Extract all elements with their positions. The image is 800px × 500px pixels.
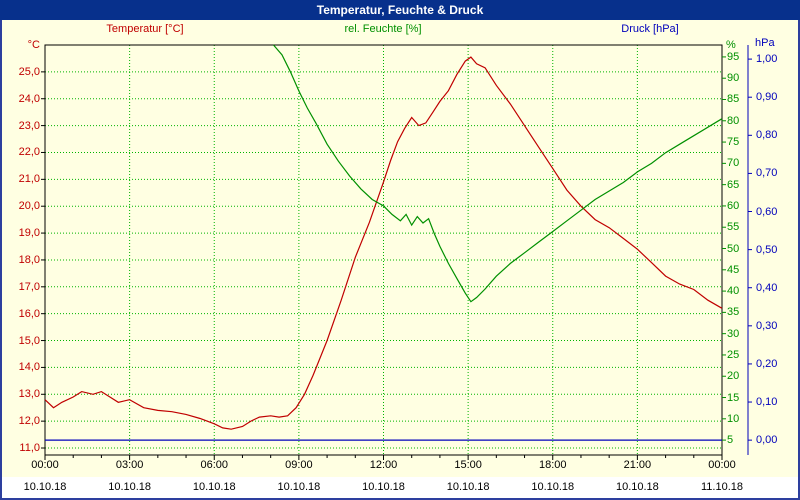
legend-pressure: Druck [hPa]	[621, 23, 679, 35]
humidity-tick-label: 70	[727, 157, 740, 170]
pressure-tick-label: 1,00	[756, 53, 778, 66]
date-tick-label: 10.10.18	[615, 481, 659, 493]
date-tick-label: 10.10.18	[362, 481, 405, 493]
temperature-tick-label: 11,0	[19, 442, 40, 454]
time-tick-label: 09:00	[285, 459, 313, 471]
time-tick-label: 15:00	[454, 459, 482, 471]
pressure-tick-label: 0,70	[756, 167, 778, 180]
temperature-tick-label: 15,0	[18, 334, 40, 347]
temperature-tick-label: 24,0	[18, 92, 40, 105]
humidity-tick-label: 20	[727, 370, 740, 383]
humidity-tick-label: 65	[727, 178, 740, 191]
date-tick-label: 10.10.18	[277, 481, 321, 493]
pressure-tick-label: 0,60	[756, 205, 778, 218]
date-tick-label: 10.10.18	[531, 481, 575, 493]
humidity-axis-unit: %	[726, 39, 736, 51]
time-tick-label: 00:00	[31, 459, 59, 471]
humidity-tick-label: 55	[727, 221, 740, 234]
temperature-tick-label: 19,0	[18, 227, 40, 240]
time-tick-label: 21:00	[623, 459, 652, 471]
temperature-tick-label: 13,0	[18, 388, 40, 401]
humidity-tick-label: 80	[727, 114, 740, 127]
temperature-tick-label: 16,0	[18, 307, 40, 320]
time-tick-label: 06:00	[200, 459, 229, 471]
humidity-tick-label: 50	[727, 242, 740, 255]
humidity-tick-label: 75	[727, 136, 740, 149]
temperature-axis-unit: °C	[27, 39, 40, 51]
series-humidity	[273, 44, 723, 303]
temperature-tick-label: 20,0	[18, 200, 40, 213]
date-tick-label: 10.10.18	[23, 481, 67, 493]
temperature-tick-label: 22,0	[18, 146, 40, 159]
date-tick-label: 10.10.18	[192, 481, 236, 493]
temperature-tick-label: 25,0	[18, 65, 40, 78]
humidity-tick-label: 45	[727, 263, 740, 276]
pressure-tick-label: 0,20	[756, 357, 778, 370]
temperature-tick-label: 21,0	[18, 173, 40, 186]
pressure-tick-label: 0,30	[756, 319, 778, 332]
date-tick-label: 10.10.18	[108, 481, 152, 493]
humidity-tick-label: 35	[727, 306, 740, 319]
series-temperature	[44, 56, 723, 430]
humidity-tick-label: 15	[727, 391, 740, 404]
title-bar: Temperatur, Feuchte & Druck	[0, 0, 800, 20]
humidity-tick-label: 60	[727, 199, 740, 212]
date-tick-label: 10.10.18	[446, 481, 490, 493]
date-tick-label: 11.10.18	[700, 481, 743, 493]
window-title: Temperatur, Feuchte & Druck	[316, 3, 484, 17]
temperature-tick-label: 14,0	[18, 361, 40, 374]
humidity-tick-label: 25	[727, 348, 740, 361]
temperature-tick-label: 12,0	[18, 415, 40, 428]
temperature-tick-label: 17,0	[18, 280, 40, 293]
legend-humidity: rel. Feuchte [%]	[344, 23, 422, 35]
temperature-tick-label: 23,0	[18, 119, 40, 132]
pressure-tick-label: 0,80	[756, 129, 778, 142]
humidity-tick-label: 10	[727, 412, 740, 425]
humidity-tick-label: 90	[727, 72, 740, 85]
humidity-tick-label: 5	[727, 434, 734, 447]
pressure-tick-label: 0,90	[756, 91, 778, 104]
pressure-tick-label: 0,40	[756, 281, 778, 294]
pressure-tick-label: 0,00	[756, 434, 778, 447]
legend-temperature: Temperatur [°C]	[106, 23, 184, 35]
time-tick-label: 12:00	[369, 459, 398, 471]
time-tick-label: 18:00	[538, 459, 567, 471]
pressure-tick-label: 0,10	[756, 396, 778, 409]
time-tick-label: 00:00	[708, 459, 736, 471]
humidity-tick-label: 95	[727, 50, 740, 63]
humidity-tick-label: 40	[727, 285, 740, 298]
humidity-tick-label: 30	[727, 327, 740, 340]
time-tick-label: 03:00	[115, 459, 144, 471]
date-strip	[2, 477, 798, 498]
pressure-tick-label: 0,50	[756, 243, 778, 256]
temperature-tick-label: 18,0	[18, 253, 40, 266]
pressure-axis-unit: hPa	[755, 37, 775, 49]
humidity-tick-label: 85	[727, 93, 740, 106]
